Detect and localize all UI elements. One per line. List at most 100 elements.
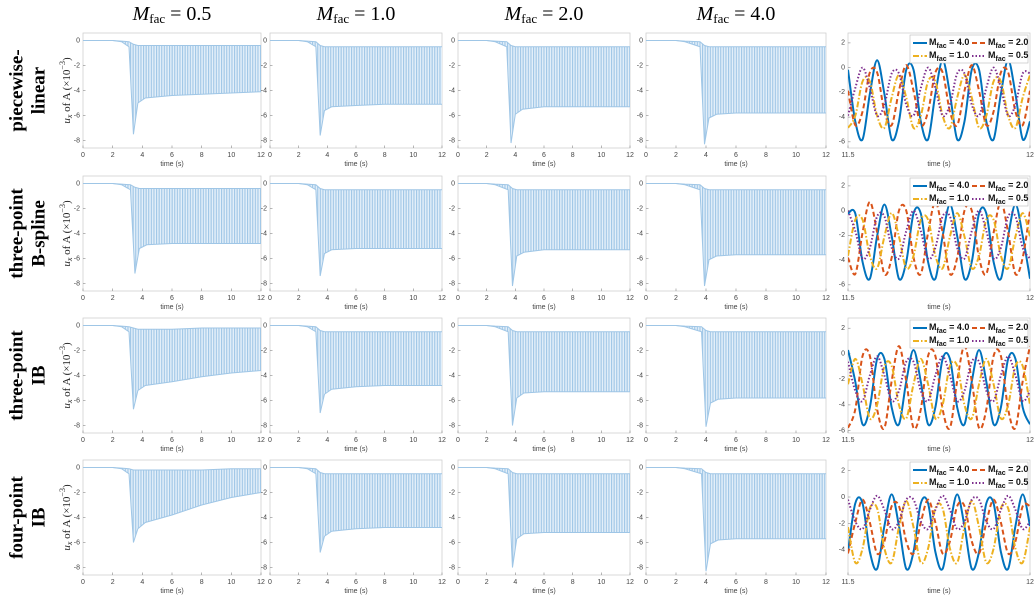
y-tick-label: -8 [261, 564, 267, 571]
legend-symbol: M [929, 464, 937, 474]
x-tick-label: 8 [764, 579, 768, 586]
x-tick-label: 6 [170, 579, 174, 586]
y-tick-label: -6 [74, 539, 80, 546]
oscillation-band [646, 467, 826, 572]
x-tick-label: 4 [513, 579, 517, 586]
y-tick-label: 0 [639, 322, 643, 329]
y-tick-label: -4 [74, 87, 80, 94]
column-title: Mfac = 4.0 [696, 3, 776, 26]
y-tick-label: -4 [261, 87, 267, 94]
y-tick-label: -4 [637, 372, 643, 379]
lower-envelope [83, 467, 262, 543]
x-tick-label: 4 [704, 437, 708, 444]
lower-envelope [83, 325, 262, 410]
y-tick-label: -6 [261, 397, 267, 404]
x-axis-label: time (s) [927, 304, 950, 311]
legend-subscript: fac [937, 483, 947, 490]
y-tick-label: -4 [839, 257, 845, 264]
legend-box [909, 461, 1029, 491]
legend-subscript: fac [937, 470, 947, 477]
x-tick-label: 10 [792, 437, 800, 444]
legend-value: = 2.0 [1006, 37, 1029, 47]
y-tick-label: 0 [639, 180, 643, 187]
x-tick-label: 12 [257, 152, 265, 159]
legend-value: = 1.0 [947, 50, 970, 60]
y-tick-label: -2 [449, 347, 455, 354]
legend-symbol: M [988, 50, 996, 60]
x-tick-label: 6 [734, 437, 738, 444]
series-line [848, 493, 1030, 571]
oscillation-band [83, 40, 261, 135]
x-tick-label: 8 [200, 152, 204, 159]
legend-symbol: M [929, 322, 937, 332]
lower-envelope [458, 183, 630, 287]
row-label: three-point [6, 330, 27, 421]
x-axis-label: time (s) [160, 446, 183, 453]
x-tick-label: 10 [409, 437, 417, 444]
ylabel-text: of A (×10 [61, 212, 73, 258]
legend-value: = 0.5 [1006, 193, 1029, 203]
x-tick-label: 2 [297, 579, 301, 586]
x-axis-label: time (s) [927, 161, 950, 168]
ylabel-superscript: −3 [58, 488, 67, 497]
legend-subscript: fac [937, 43, 947, 50]
x-axis-label: time (s) [344, 446, 367, 453]
legend-value: = 0.5 [1006, 50, 1029, 60]
legend-label: Mfac = 2.0 [988, 464, 1028, 476]
x-tick-label: 4 [704, 295, 708, 302]
x-axis-label: time (s) [532, 161, 555, 168]
x-tick-label: 4 [140, 152, 144, 159]
oscillation-band [83, 183, 261, 274]
y-tick-label: -6 [449, 112, 455, 119]
x-axis-label: time (s) [927, 446, 950, 453]
ylabel-symbol: u [61, 403, 73, 409]
legend-subscript: fac [996, 43, 1006, 50]
x-tick-label: 12 [822, 579, 830, 586]
x-tick-label: 6 [354, 295, 358, 302]
series-line [848, 494, 1030, 531]
title-subscript: fac [521, 11, 537, 26]
ylabel-superscript: −3 [58, 61, 67, 70]
x-tick-label: 2 [297, 152, 301, 159]
x-tick-label: 12 [626, 437, 634, 444]
x-axis-label: time (s) [927, 588, 950, 595]
y-tick-label: -2 [74, 205, 80, 212]
column-title: Mfac = 2.0 [504, 3, 584, 26]
legend-label: Mfac = 4.0 [929, 322, 969, 334]
legend-symbol: M [929, 37, 937, 47]
x-tick-label: 12 [1026, 579, 1034, 586]
ylabel-text: of A (×10 [61, 496, 73, 542]
oscillation-band [270, 325, 442, 413]
y-axis-label: ux of A (×10−3) [58, 200, 74, 267]
y-tick-label: 0 [639, 464, 643, 471]
ylabel-symbol: u [61, 118, 73, 124]
y-tick-label: -6 [449, 539, 455, 546]
title-subscript: fac [713, 11, 729, 26]
legend-symbol: M [929, 335, 937, 345]
oscillation-band [458, 467, 630, 568]
x-tick-label: 0 [81, 437, 85, 444]
legend-value: = 1.0 [947, 335, 970, 345]
y-tick-label: -6 [839, 282, 845, 289]
x-tick-label: 0 [644, 295, 648, 302]
x-tick-label: 12 [438, 579, 446, 586]
x-tick-label: 0 [81, 579, 85, 586]
y-tick-label: -8 [261, 422, 267, 429]
legend-value: = 4.0 [947, 464, 970, 474]
x-tick-label: 4 [513, 152, 517, 159]
x-tick-label: 2 [485, 437, 489, 444]
y-tick-label: -2 [637, 205, 643, 212]
x-tick-label: 8 [200, 437, 204, 444]
x-tick-label: 10 [597, 579, 605, 586]
legend-label: Mfac = 1.0 [929, 50, 969, 62]
y-tick-label: -6 [449, 255, 455, 262]
x-tick-label: 12 [626, 152, 634, 159]
ylabel-subscript: x [65, 541, 74, 546]
x-tick-label: 10 [409, 295, 417, 302]
x-tick-label: 2 [111, 152, 115, 159]
y-tick-label: -4 [637, 230, 643, 237]
y-tick-label: -8 [74, 280, 80, 287]
y-tick-label: -2 [839, 376, 845, 383]
y-tick-label: -6 [261, 539, 267, 546]
lower-envelope [83, 40, 262, 135]
